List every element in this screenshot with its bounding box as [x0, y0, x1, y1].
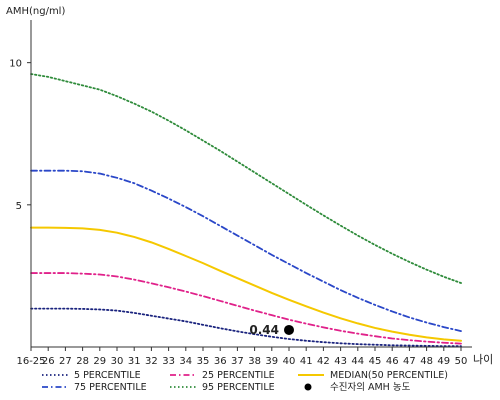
- series-line-1: [30, 272, 462, 345]
- x-tick-label: 28: [76, 356, 89, 367]
- x-tick-label: 47: [403, 356, 416, 367]
- x-tick-label: 48: [420, 356, 433, 367]
- y-axis-label: AMH(ng/ml): [6, 6, 65, 17]
- x-tick-label: 42: [317, 356, 330, 367]
- patient-amh-value-label: 0.44: [249, 323, 279, 337]
- legend-label: 25 PERCENTILE: [202, 370, 275, 381]
- x-tick-label: 32: [145, 356, 158, 367]
- legend-label: 75 PERCENTILE: [74, 382, 147, 393]
- series-line-4: [30, 73, 462, 284]
- y-tick-label: 5: [16, 201, 22, 212]
- x-tick-label: 16-25: [16, 356, 45, 367]
- series-line-2: [30, 226, 462, 342]
- x-tick-label: 31: [128, 356, 141, 367]
- legend-label: 5 PERCENTILE: [74, 370, 141, 381]
- x-tick-label: 46: [386, 356, 399, 367]
- series-line-0: [30, 307, 462, 348]
- legend-marker-swatch: [304, 383, 312, 391]
- x-tick-label: 30: [111, 356, 124, 367]
- legend-label: MEDIAN(50 PERCENTILE): [330, 370, 448, 381]
- x-tick-label: 35: [197, 356, 210, 367]
- x-tick-label: 40: [283, 356, 296, 367]
- legend-label: 수진자의 AMH 농도: [330, 382, 411, 393]
- x-tick-label: 38: [248, 356, 261, 367]
- x-axis-label: 나이: [473, 353, 493, 366]
- x-tick-label: 49: [437, 356, 450, 367]
- x-tick-label: 50: [455, 356, 468, 367]
- x-tick-label: 44: [351, 356, 364, 367]
- legend-label: 95 PERCENTILE: [202, 382, 275, 393]
- y-tick-label: 10: [9, 59, 22, 70]
- x-tick-label: 41: [300, 356, 313, 367]
- x-tick-label: 45: [369, 356, 382, 367]
- series-line-3: [30, 169, 462, 332]
- x-tick-label: 39: [265, 356, 278, 367]
- x-tick-label: 27: [59, 356, 72, 367]
- x-tick-label: 34: [179, 356, 192, 367]
- x-tick-label: 36: [214, 356, 227, 367]
- x-tick-label: 37: [231, 356, 244, 367]
- x-tick-label: 43: [334, 356, 347, 367]
- patient-amh-marker: [284, 324, 294, 335]
- x-tick-label: 26: [42, 356, 55, 367]
- x-tick-label: 33: [162, 356, 175, 367]
- x-tick-label: 29: [93, 356, 106, 367]
